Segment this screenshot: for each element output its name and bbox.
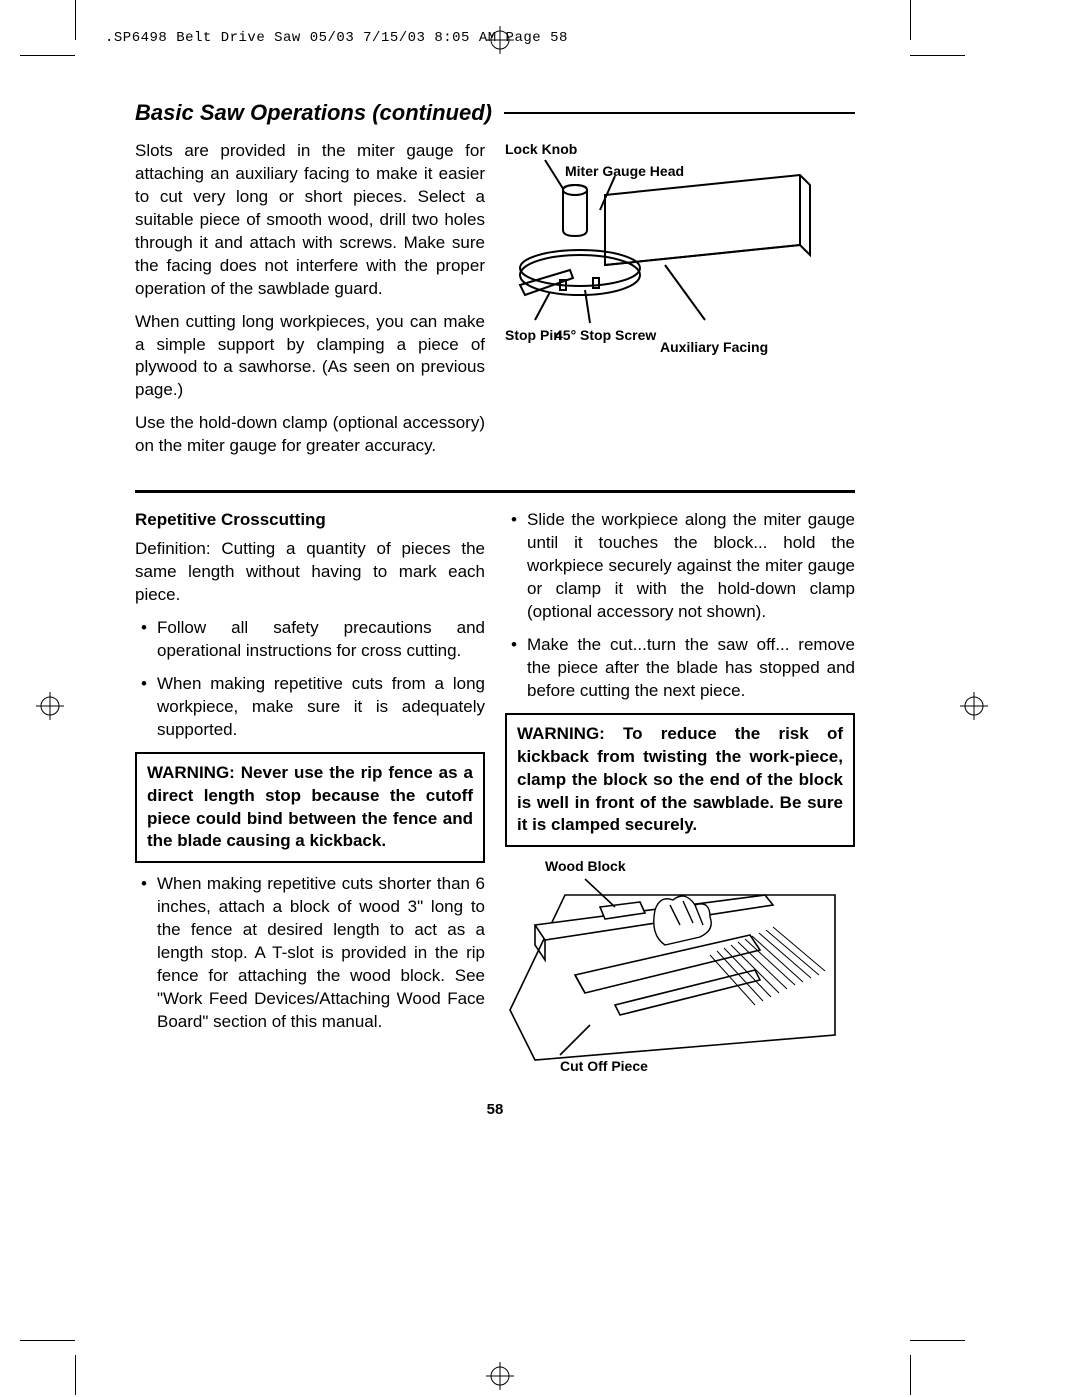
list-item: Slide the workpiece along the miter gaug… [505, 509, 855, 624]
page-content: Basic Saw Operations (continued) Slots a… [135, 100, 855, 1118]
intro-para: When cutting long workpieces, you can ma… [135, 311, 485, 403]
warning-box: WARNING: Never use the rip fence as a di… [135, 752, 485, 864]
intro-column: Slots are provided in the miter gauge fo… [135, 140, 485, 468]
list-item: Follow all safety precautions and operat… [135, 617, 485, 663]
fig-label: 45° Stop Screw [555, 328, 620, 343]
subsection-title: Repetitive Crosscutting [135, 509, 485, 532]
intro-para: Use the hold-down clamp (optional access… [135, 412, 485, 458]
fig-label: Stop Pin [505, 328, 545, 343]
figure-crosscut: Wood Block [505, 857, 855, 1077]
definition-text: Definition: Cutting a quantity of pieces… [135, 538, 485, 607]
reg-mark-icon [486, 1362, 514, 1390]
reg-mark-icon [36, 692, 64, 720]
figure-miter-gauge: Lock Knob Miter Gauge Head [505, 140, 855, 370]
section-title-text: Basic Saw Operations (continued) [135, 100, 492, 126]
right-column: Slide the workpiece along the miter gaug… [505, 509, 855, 1077]
page-number: 58 [135, 1101, 855, 1118]
fig-label: Cut Off Piece [560, 1057, 648, 1076]
section-title: Basic Saw Operations (continued) [135, 100, 855, 126]
divider [135, 490, 855, 493]
list-item: When making repetitive cuts shorter than… [135, 873, 485, 1034]
print-header: .SP6498 Belt Drive Saw 05/03 7/15/03 8:0… [105, 30, 568, 46]
left-column: Repetitive Crosscutting Definition: Cutt… [135, 509, 485, 1077]
intro-para: Slots are provided in the miter gauge fo… [135, 140, 485, 301]
reg-mark-icon [960, 692, 988, 720]
title-rule [504, 112, 855, 114]
fig-label: Auxiliary Facing [660, 338, 768, 357]
list-item: Make the cut...turn the saw off... remov… [505, 634, 855, 703]
warning-box: WARNING: To reduce the risk of kickback … [505, 713, 855, 848]
list-item: When making repetitive cuts from a long … [135, 673, 485, 742]
